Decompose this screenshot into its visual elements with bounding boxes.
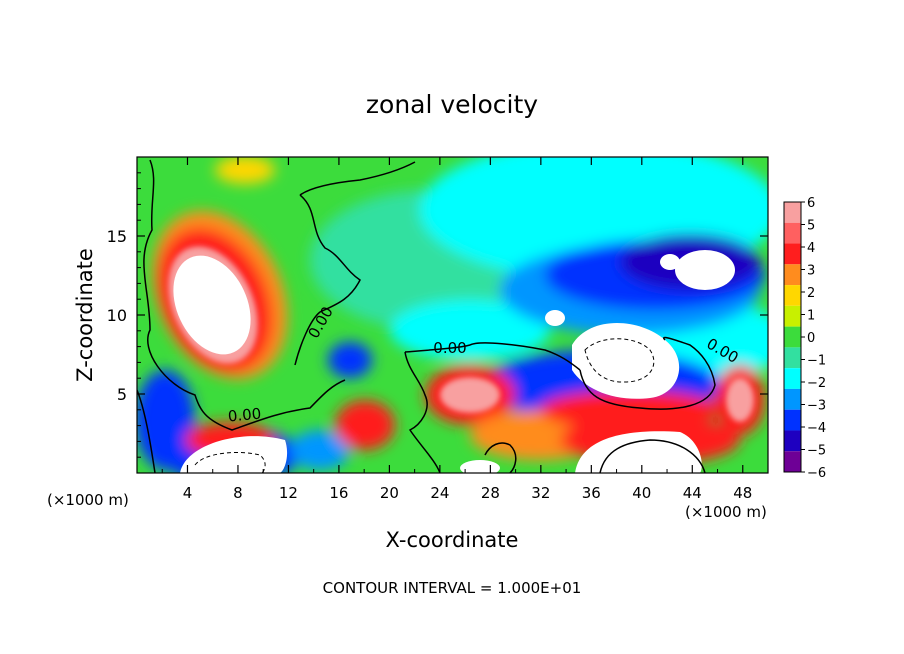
y-tick-label: 10 — [107, 306, 127, 325]
contour-label: 0.00 — [227, 405, 262, 426]
x-tick-label: 32 — [531, 484, 550, 502]
colorbar-label: 0 — [807, 331, 815, 346]
colorbar: 6 5 4 3 2 1 0 −1 −2 −3 −4 −5 −6 — [783, 196, 826, 481]
x-tick-label: 8 — [233, 484, 243, 502]
colorbar-swatch — [784, 326, 801, 348]
contour-interval-note: CONTOUR INTERVAL = 1.000E+01 — [323, 579, 582, 597]
colorbar-label: 4 — [807, 241, 815, 256]
colorbar-swatch — [784, 409, 801, 431]
colorbar-label: −4 — [807, 421, 826, 436]
colorbar-label: −6 — [807, 466, 826, 481]
colorbar-label: −3 — [807, 399, 826, 414]
colorbar-swatch — [784, 264, 801, 286]
heatmap-field — [137, 157, 768, 473]
colorbar-label: −5 — [807, 444, 826, 459]
x-tick-label: 16 — [329, 484, 348, 502]
y-axis-label: Z-coordinate — [73, 248, 97, 382]
x-tick-label: 36 — [582, 484, 601, 502]
colorbar-label: −1 — [807, 354, 826, 369]
x-tick-label: 40 — [632, 484, 651, 502]
contour-label: 0.00 — [433, 339, 466, 357]
colorbar-label: −2 — [807, 376, 826, 391]
colorbar-label: 1 — [807, 309, 815, 324]
colorbar-label: 2 — [807, 286, 815, 301]
colorbar-swatch — [784, 243, 801, 265]
colorbar-swatch — [784, 347, 801, 369]
y-tick-label: 15 — [107, 227, 127, 246]
y-tick-label: 5 — [117, 385, 127, 404]
colorbar-swatch — [784, 202, 801, 223]
colorbar-swatch — [784, 430, 801, 452]
colorbar-swatch — [784, 222, 801, 244]
x-tick-label: 28 — [481, 484, 500, 502]
colorbar-swatch — [784, 305, 801, 327]
colorbar-swatch — [784, 451, 801, 472]
chart-title: zonal velocity — [366, 90, 538, 119]
colorbar-swatch — [784, 285, 801, 306]
colorbar-label: 3 — [807, 264, 815, 279]
colorbar-swatch — [784, 388, 801, 410]
colorbar-label: 6 — [807, 196, 815, 211]
x-axis-label: X-coordinate — [386, 528, 519, 552]
x-tick-label: 48 — [733, 484, 752, 502]
x-tick-label: 44 — [683, 484, 702, 502]
colorbar-label: 5 — [807, 219, 815, 234]
x-unit-label-right: (×1000 m) — [685, 503, 767, 521]
x-tick-label: 24 — [430, 484, 449, 502]
colorbar-swatch — [784, 368, 801, 389]
x-unit-label: (×1000 m) — [47, 491, 129, 509]
x-tick-label: 20 — [380, 484, 399, 502]
x-tick-label: 4 — [183, 484, 193, 502]
x-tick-label: 12 — [279, 484, 298, 502]
